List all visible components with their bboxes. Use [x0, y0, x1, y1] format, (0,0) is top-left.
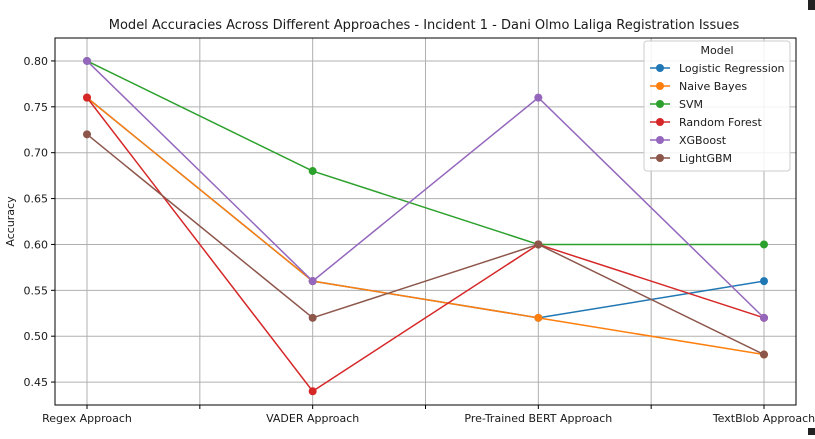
data-point-random-forest [308, 387, 317, 396]
y-tick-label: 0.65 [24, 193, 49, 206]
data-point-xgboost [308, 277, 317, 286]
series-line-random-forest [86, 97, 765, 393]
legend-label: LightGBM [679, 152, 732, 165]
legend-dot-marker [656, 100, 664, 108]
data-point-lightgbm [534, 240, 543, 249]
data-point-random-forest [83, 93, 91, 102]
y-tick-label: 0.50 [24, 330, 49, 343]
y-tick-label: 0.45 [24, 376, 49, 389]
y-tick-label: 0.80 [24, 55, 49, 68]
chart-title: Model Accuracies Across Different Approa… [109, 18, 740, 33]
legend-dot-marker [656, 136, 664, 144]
data-point-svm [760, 240, 768, 249]
legend-dot-marker [656, 154, 664, 162]
y-axis-label: Accuracy [4, 196, 17, 247]
legend-title: Model [700, 44, 733, 57]
legend-dot-marker [656, 64, 664, 72]
y-tick-label: 0.75 [24, 101, 49, 114]
legend-item-random-forest: Random Forest [650, 116, 762, 129]
legend-dot-marker [656, 82, 664, 90]
data-point-lightgbm [308, 313, 317, 322]
series-lightgbm [83, 130, 768, 359]
y-tick-label: 0.60 [24, 238, 49, 251]
data-point-xgboost [83, 56, 91, 65]
series-line-svm [86, 60, 764, 246]
data-point-svm [308, 167, 317, 176]
legend-item-logistic-regression: Logistic Regression [650, 62, 785, 75]
legend-box [643, 40, 791, 172]
data-point-lightgbm [83, 130, 91, 139]
legend-item-xgboost: XGBoost [650, 134, 727, 147]
legend-label: Random Forest [679, 116, 762, 129]
data-point-xgboost [760, 313, 768, 322]
legend-item-svm: SVM [650, 98, 703, 111]
legend-label: Naive Bayes [679, 80, 747, 93]
corner-marker-bottom [808, 428, 815, 435]
series-xgboost [83, 56, 768, 322]
data-point-naive-bayes [534, 313, 543, 322]
legend-label: XGBoost [679, 134, 727, 147]
data-point-lightgbm [760, 350, 768, 359]
corner-marker-top [808, 0, 815, 10]
y-axis: 0.45 0.50 0.55 0.60 0.65 0.70 0.75 0.80 [24, 55, 55, 389]
legend-dot-marker [656, 118, 664, 126]
y-tick-label: 0.55 [24, 284, 49, 297]
x-axis: Regex Approach VADER Approach Pre-Trained … [42, 405, 815, 425]
y-tick-label: 0.70 [24, 147, 49, 160]
data-point-xgboost [534, 93, 543, 102]
x-tick-label: Regex Approach [42, 412, 132, 425]
x-tick-label: Pre-Trained BERT Approach [464, 412, 612, 425]
legend-label: Logistic Regression [679, 62, 785, 75]
x-tick-label: VADER Approach [266, 412, 359, 425]
series-lines [83, 56, 768, 396]
series-line-xgboost [86, 60, 765, 319]
data-point-logistic-regression [760, 277, 768, 286]
legend-item-lightgbm: LightGBM [650, 152, 732, 165]
legend-item-naive-bayes: Naive Bayes [650, 80, 747, 93]
legend: Model Logistic Regression Naive Bayes SVM R… [643, 40, 791, 172]
legend-label: SVM [679, 98, 703, 111]
series-line-naive-bayes [86, 97, 765, 356]
series-line-lightgbm [86, 133, 765, 356]
x-tick-label: TextBlob Approach [712, 412, 815, 425]
